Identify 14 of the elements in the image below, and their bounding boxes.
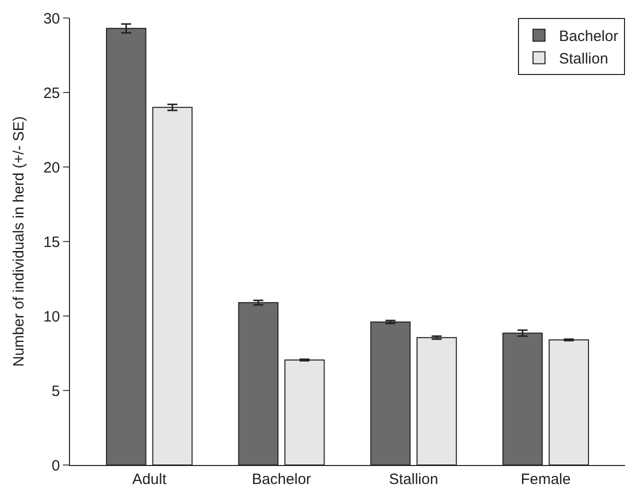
y-axis-title: Number of individuals in herd (+/- SE)	[10, 116, 28, 367]
y-tick-label: 30	[43, 10, 60, 28]
x-tick-label: Adult	[132, 471, 168, 488]
y-tick-label: 5	[52, 382, 60, 400]
y-tick-label: 0	[52, 457, 60, 474]
legend-label: Bachelor	[559, 28, 618, 46]
y-tick-label: 20	[43, 159, 60, 176]
y-tick-label: 15	[43, 234, 60, 251]
y-tick-label: 25	[43, 84, 60, 102]
x-tick-label: Female	[520, 471, 571, 488]
x-tick-label: Stallion	[388, 471, 438, 488]
legend-label: Stallion	[559, 50, 608, 68]
y-tick-label: 10	[43, 308, 60, 326]
x-tick-label: Bachelor	[252, 471, 312, 488]
